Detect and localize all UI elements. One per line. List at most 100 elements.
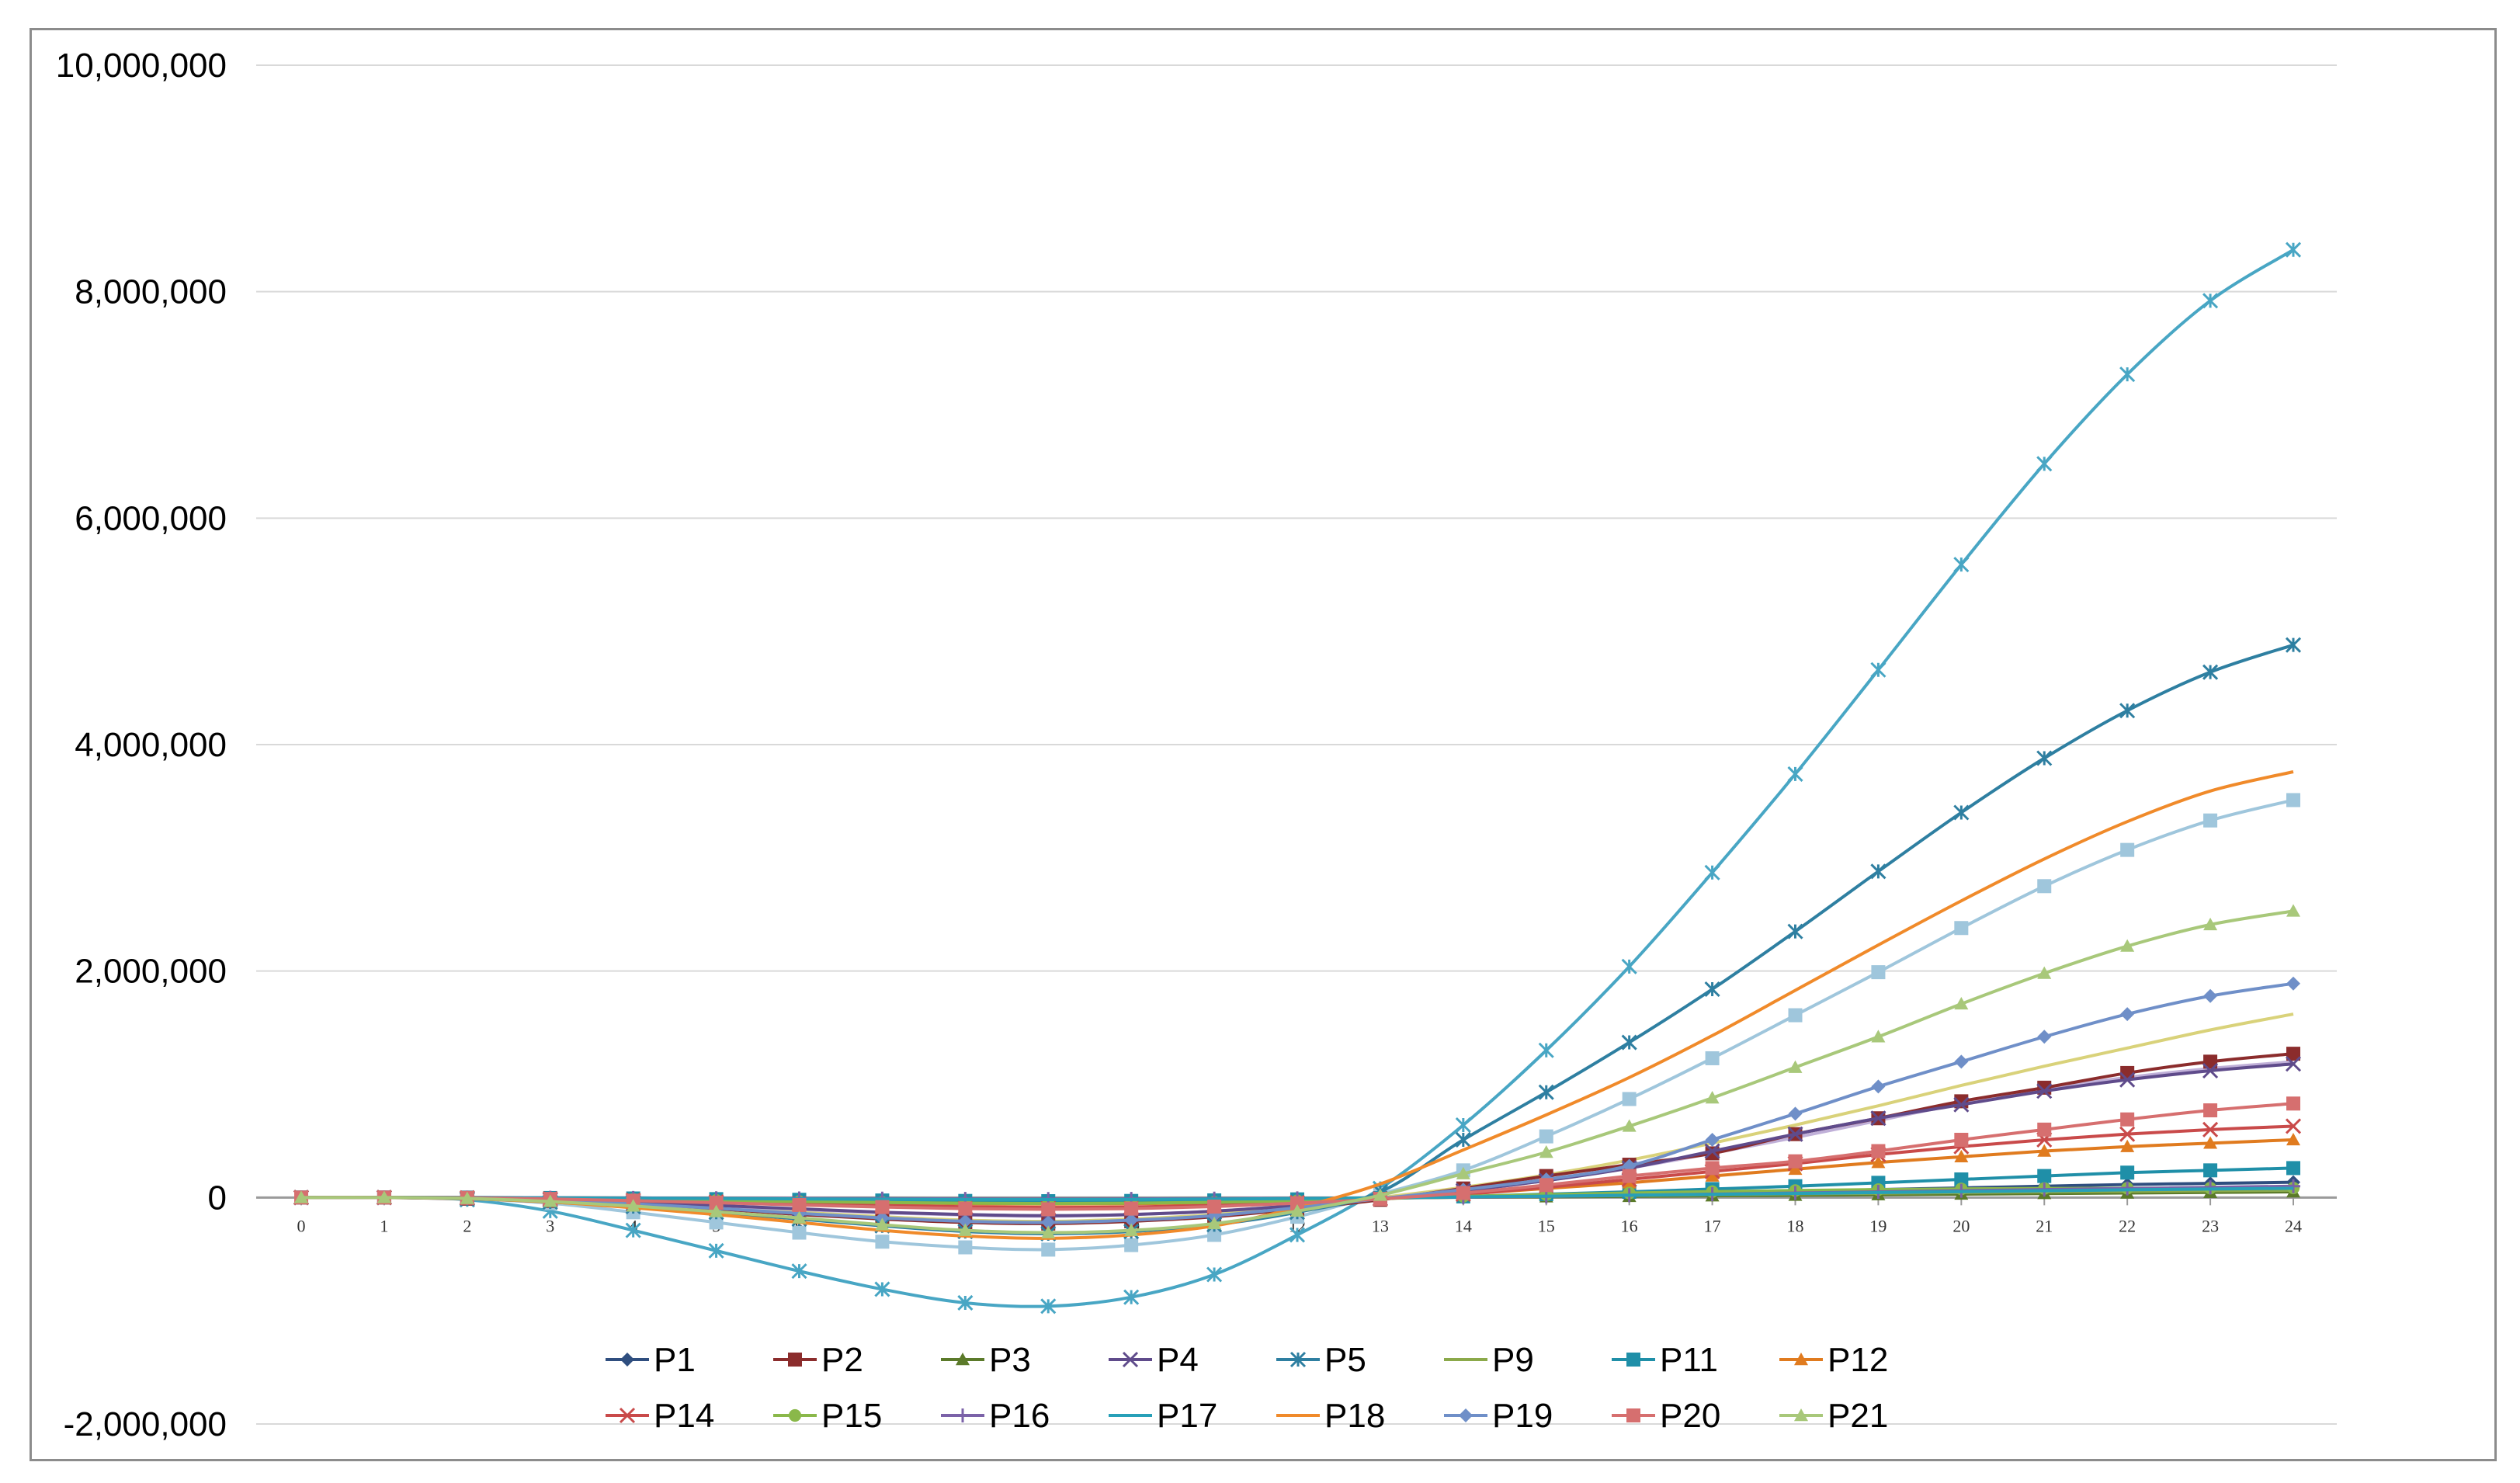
data-point-p5	[1953, 804, 1970, 821]
legend-label: P1	[654, 1341, 696, 1379]
y-axis: 10,000,000 8,000,000 6,000,000 4,000,000 2,0…	[56, 47, 227, 1443]
legend-marker	[788, 1353, 802, 1367]
data-point-p21	[2203, 917, 2218, 931]
data-point-p21	[377, 1190, 391, 1203]
data-point-p21	[2037, 966, 2052, 979]
data-point-p21	[1207, 1216, 1222, 1230]
data-point-p21	[2120, 939, 2135, 952]
series-line-p21	[300, 909, 2294, 1235]
data-point-p20	[1871, 1144, 1886, 1158]
x-tick-label: 24	[2285, 1216, 2302, 1235]
data-point-p21	[792, 1210, 807, 1224]
x-tick-label: 23	[2202, 1216, 2219, 1235]
data-point-p20	[1788, 1154, 1803, 1169]
data-point-p5	[2119, 703, 2136, 719]
x-tick-label: 21	[2036, 1216, 2053, 1235]
series-layer	[293, 241, 2302, 1315]
data-point-p21	[626, 1199, 640, 1212]
data-point-p21	[1124, 1223, 1139, 1236]
data-point-p21	[875, 1217, 890, 1231]
data-point-p21	[1373, 1188, 1387, 1201]
data-point-p19	[2037, 1030, 2052, 1044]
data-point-p20	[1207, 1200, 1222, 1214]
data-point-p21	[709, 1204, 724, 1217]
legend-item-p19: P19	[1444, 1397, 1553, 1435]
legend-label: P19	[1492, 1397, 1553, 1435]
x-tick-label: 17	[1704, 1216, 1721, 1235]
data-point-extra-1	[957, 1294, 974, 1311]
data-point-extra-1	[1455, 1117, 1471, 1134]
data-point-p21	[1290, 1203, 1304, 1217]
data-point-p14	[2202, 1121, 2219, 1137]
data-point-extra-2	[1041, 1242, 1056, 1257]
data-point-p20	[2037, 1122, 2052, 1137]
data-point-extra-2	[875, 1235, 890, 1249]
data-point-extra-2	[1124, 1238, 1139, 1252]
data-point-p2	[2203, 1054, 2218, 1069]
data-point-extra-1	[2285, 241, 2302, 258]
data-point-p4	[2202, 1062, 2219, 1079]
data-point-p19	[1705, 1132, 1720, 1147]
legend-marker	[1794, 1353, 1808, 1366]
data-point-extra-1	[1538, 1042, 1554, 1058]
data-point-p21	[958, 1223, 973, 1236]
data-point-p12	[1705, 1169, 1720, 1182]
legend-item-p4: P4	[1109, 1341, 1199, 1379]
y-tick-label: -2,000,000	[64, 1405, 227, 1443]
data-point-extra-2	[1954, 921, 1969, 936]
y-tick-label: 10,000,000	[56, 47, 227, 85]
data-point-extra-1	[2202, 293, 2219, 309]
data-point-p11	[2037, 1169, 2052, 1183]
data-point-p20	[709, 1196, 724, 1210]
data-point-p12	[1954, 1149, 1969, 1163]
legend-item-p21: P21	[1779, 1397, 1888, 1435]
x-tick-label: 2	[463, 1216, 471, 1235]
legend-label: P14	[654, 1397, 714, 1435]
y-tick-label: 2,000,000	[75, 953, 227, 991]
data-point-p11	[2120, 1165, 2135, 1180]
data-point-p16	[2286, 1179, 2300, 1193]
data-point-p20	[1539, 1178, 1553, 1193]
data-point-p21	[2286, 904, 2300, 917]
legend-item-p16: P16	[941, 1397, 1050, 1435]
data-point-p19	[2286, 976, 2300, 991]
data-point-extra-2	[2120, 842, 2135, 857]
legend-marker	[620, 1353, 634, 1367]
data-point-p16	[2203, 1180, 2218, 1195]
legend-label: P15	[821, 1397, 882, 1435]
x-tick-label: 18	[1787, 1216, 1804, 1235]
data-point-extra-2	[958, 1240, 973, 1255]
data-point-extra-1	[1123, 1289, 1140, 1305]
legend-label: P4	[1157, 1341, 1199, 1379]
series-line-p5	[300, 643, 2294, 1236]
data-point-p20	[792, 1197, 807, 1212]
series-line-extra-1	[300, 248, 2295, 1308]
x-tick-label: 19	[1869, 1216, 1887, 1235]
data-point-extra-2	[1539, 1129, 1553, 1144]
x-tick-label: 14	[1455, 1216, 1472, 1235]
data-point-p11	[2286, 1161, 2300, 1176]
data-point-p12	[2120, 1139, 2135, 1152]
data-point-p14	[2285, 1118, 2302, 1134]
data-point-p4	[2036, 1083, 2053, 1099]
legend-item-p14: P14	[606, 1397, 714, 1435]
y-tick-label: 8,000,000	[75, 273, 227, 311]
data-point-p4	[2285, 1056, 2302, 1072]
x-tick-label: 20	[1952, 1216, 1970, 1235]
data-point-p19	[2120, 1007, 2135, 1022]
x-tick-label: 16	[1621, 1216, 1638, 1235]
data-point-p20	[958, 1201, 973, 1216]
data-point-extra-1	[1953, 557, 1970, 573]
data-point-p21	[1041, 1225, 1056, 1238]
data-point-p19	[1788, 1106, 1803, 1121]
legend: P1 P2 P3 P4 P5 P9 P11 P12 P14 P15 P16 P17 P18 P19 P20 P…	[606, 1341, 1888, 1435]
legend-label: P21	[1828, 1397, 1888, 1435]
data-point-p5	[1704, 981, 1720, 998]
data-point-extra-1	[874, 1281, 890, 1297]
data-point-p20	[1622, 1169, 1637, 1183]
series-p5	[293, 637, 2302, 1242]
data-point-extra-1	[1704, 864, 1720, 880]
x-tick-label: 3	[546, 1216, 554, 1235]
legend-label: P16	[989, 1397, 1050, 1435]
data-point-extra-1	[1206, 1266, 1223, 1283]
